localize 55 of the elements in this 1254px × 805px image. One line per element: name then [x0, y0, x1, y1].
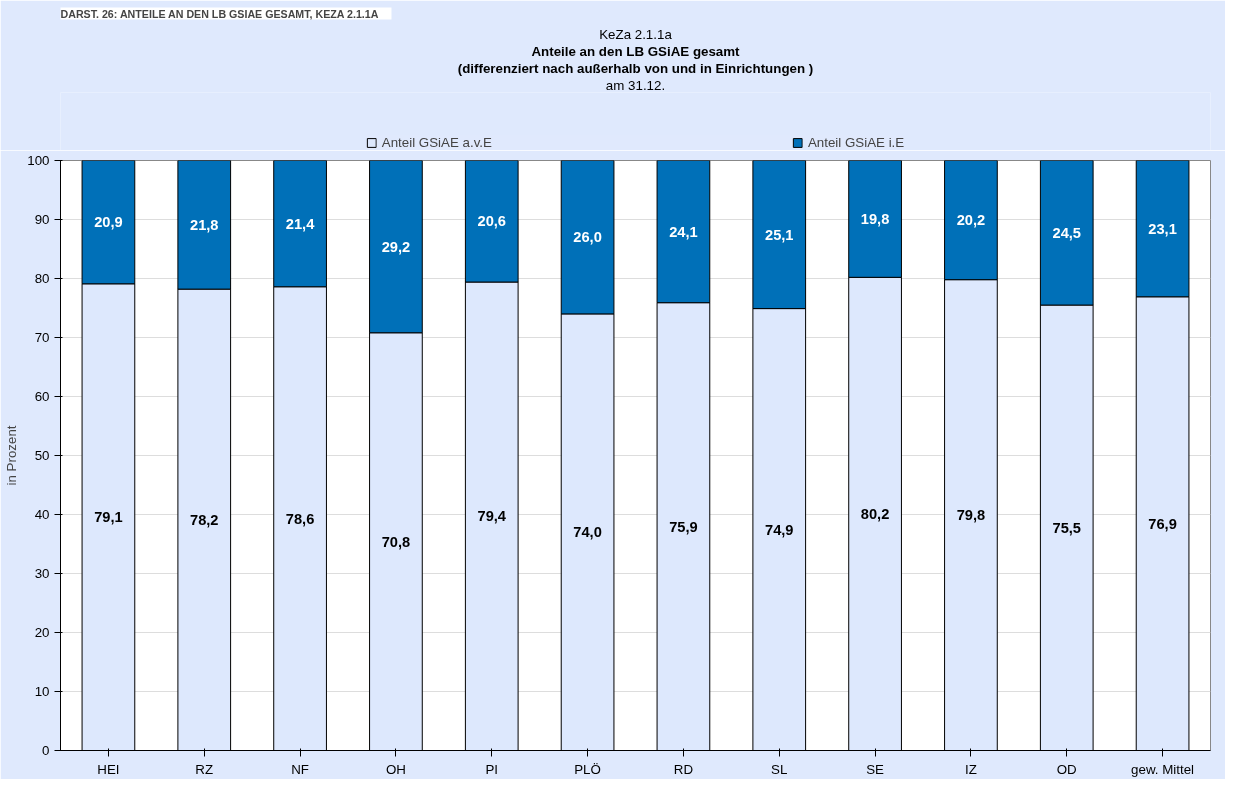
x-tick-label: SL — [771, 761, 788, 777]
y-tick-label: 70 — [34, 330, 50, 345]
data-label: 75,5 — [1052, 519, 1082, 536]
data-label: 74,0 — [573, 524, 602, 541]
x-tick-label: PI — [485, 761, 499, 777]
data-label: 78,6 — [285, 510, 315, 527]
legend-label: Anteil GSiAE i.E — [807, 135, 905, 150]
data-label: 76,9 — [1148, 515, 1177, 532]
x-tick-label: SE — [866, 761, 885, 777]
data-label: 24,5 — [1052, 224, 1082, 241]
text: KeZa 2.1.1a — [599, 26, 672, 42]
data-label: 79,1 — [94, 509, 123, 526]
data-label: 70,8 — [381, 533, 411, 550]
data-label: 80,2 — [860, 505, 890, 522]
x-tick-label: OH — [385, 761, 406, 777]
data-label: 19,8 — [860, 210, 890, 227]
x-tick-label: OD — [1056, 761, 1077, 777]
x-tick-label: RZ — [195, 761, 214, 777]
x-tick-label: PLÖ — [574, 761, 601, 777]
data-label: 26,0 — [573, 229, 602, 246]
y-tick-label: 40 — [34, 507, 50, 522]
text: DARST. 26: ANTEILE AN DEN LB GSIAE GESAMT, KEZA 2.1.1A — [60, 7, 379, 20]
y-tick-label: 100 — [27, 153, 50, 168]
y-tick-label: 80 — [34, 271, 50, 286]
x-tick-label: RD — [673, 761, 694, 777]
data-label: 20,9 — [94, 214, 123, 231]
data-label: 79,4 — [477, 508, 507, 525]
x-tick-label: HEI — [97, 761, 120, 777]
data-label: 21,8 — [189, 216, 219, 233]
y-tick-label: 0 — [42, 743, 50, 758]
data-label: 29,2 — [381, 238, 411, 255]
text: am 31.12. — [605, 77, 666, 93]
data-label: 74,9 — [764, 521, 794, 538]
data-label: 20,2 — [956, 212, 986, 229]
y-axis-title: in Prozent — [4, 425, 20, 486]
y-tick-label: 50 — [34, 448, 50, 463]
data-label: 20,6 — [477, 213, 507, 230]
data-label: 21,4 — [285, 215, 316, 232]
y-tick-label: 10 — [34, 684, 50, 699]
text: (differenziert nach außerhalb von und in Einrichtungen ) — [457, 60, 814, 76]
data-label: 75,9 — [669, 518, 698, 535]
y-tick-label: 20 — [34, 625, 50, 640]
y-tick-label: 90 — [34, 212, 50, 227]
x-tick-label: gew. Mittel — [1131, 761, 1195, 777]
y-tick-label: 30 — [34, 566, 50, 581]
data-label: 25,1 — [764, 226, 794, 243]
x-tick-label: NF — [291, 761, 309, 777]
legend-label: Anteil GSiAE a.v.E — [381, 135, 492, 150]
y-tick-label: 60 — [34, 389, 50, 404]
data-label: 78,2 — [189, 511, 219, 528]
data-label: 24,1 — [669, 223, 698, 240]
data-label: 23,1 — [1148, 220, 1177, 237]
x-tick-label: IZ — [964, 761, 977, 777]
data-label: 79,8 — [956, 507, 986, 524]
chart-title: Anteile an den LB GSiAE gesamt — [531, 43, 741, 59]
